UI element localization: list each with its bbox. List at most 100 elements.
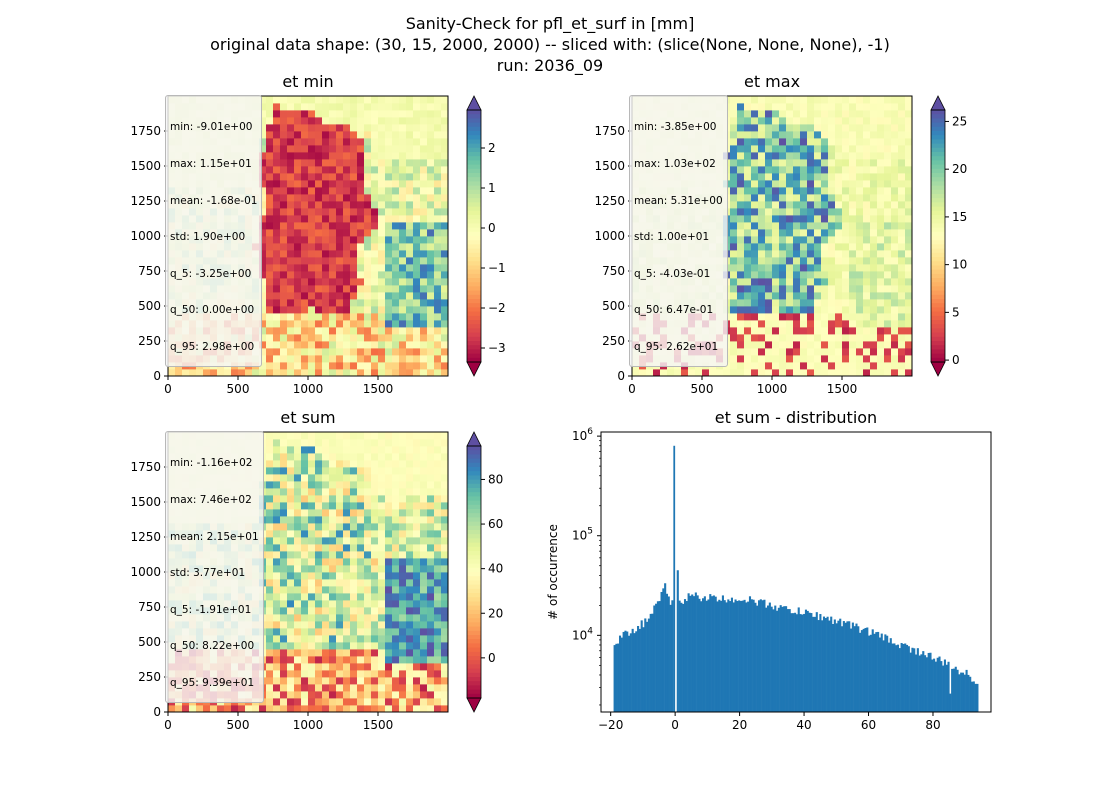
- heatmap-cell: [779, 166, 787, 174]
- heatmap-cell: [427, 663, 435, 671]
- heatmap-cell: [765, 243, 773, 251]
- heatmap-cell: [427, 579, 435, 587]
- heatmap-cell: [863, 292, 871, 300]
- heatmap-cell: [238, 369, 246, 377]
- heatmap-cell: [406, 551, 414, 559]
- heatmap-cell: [406, 271, 414, 279]
- heatmap-cell: [772, 348, 780, 356]
- heatmap-cell: [308, 488, 316, 496]
- heatmap-cell: [406, 642, 414, 650]
- heatmap-cell: [406, 369, 414, 377]
- colorbar-segment: [467, 152, 481, 157]
- heatmap-cell: [849, 334, 857, 342]
- heatmap-cell: [807, 96, 815, 104]
- heatmap-cell: [350, 278, 358, 286]
- heatmap-cell: [336, 236, 344, 244]
- heatmap-cell: [273, 579, 281, 587]
- heatmap-cell: [217, 369, 225, 377]
- heatmap-cell: [898, 285, 906, 293]
- heatmap-cell: [758, 229, 766, 237]
- heatmap-cell: [399, 446, 407, 454]
- y-tick-label: 1250: [130, 194, 161, 208]
- heatmap-cell: [315, 306, 323, 314]
- heatmap-cell: [294, 586, 302, 594]
- heatmap-cell: [744, 236, 752, 244]
- heatmap-cell: [308, 334, 316, 342]
- heatmap-cell: [441, 103, 449, 111]
- figure-subtitle-run: run: 2036_09: [496, 56, 604, 75]
- heatmap-cell: [357, 327, 365, 335]
- heatmap-cell: [364, 180, 372, 188]
- heatmap-cell: [434, 166, 442, 174]
- heatmap-cell: [266, 537, 274, 545]
- heatmap-cell: [301, 313, 309, 321]
- heatmap-cell: [828, 320, 836, 328]
- heatmap-cell: [434, 215, 442, 223]
- heatmap-cell: [294, 614, 302, 622]
- heatmap-cell: [744, 327, 752, 335]
- heatmap-cell: [385, 684, 393, 692]
- heatmap-cell: [828, 229, 836, 237]
- heatmap-cell: [730, 285, 738, 293]
- heatmap-cell: [807, 320, 815, 328]
- heatmap-cell: [898, 117, 906, 125]
- heatmap-cell: [905, 278, 913, 286]
- heatmap-cell: [772, 306, 780, 314]
- heatmap-cell: [420, 138, 428, 146]
- heatmap-cell: [807, 187, 815, 195]
- heatmap-cell: [751, 201, 759, 209]
- heatmap-cell: [427, 131, 435, 139]
- heatmap-cell: [329, 488, 337, 496]
- heatmap-cell: [392, 565, 400, 573]
- heatmap-cell: [371, 481, 379, 489]
- heatmap-cell: [287, 152, 295, 160]
- colorbar-tick-label: 2: [488, 141, 496, 155]
- heatmap-cell: [441, 649, 449, 657]
- heatmap-cell: [842, 222, 850, 230]
- heatmap-cell: [737, 131, 745, 139]
- heatmap-cell: [413, 313, 421, 321]
- heatmap-cell: [287, 677, 295, 685]
- heatmap-cell: [266, 236, 274, 244]
- heatmap-cell: [301, 152, 309, 160]
- heatmap-cell: [357, 341, 365, 349]
- heatmap-cell: [322, 628, 330, 636]
- heatmap-cell: [420, 621, 428, 629]
- heatmap-cell: [420, 439, 428, 447]
- heatmap-cell: [378, 691, 386, 699]
- heatmap-cell: [357, 96, 365, 104]
- colorbar-tick-label: −2: [488, 301, 506, 315]
- heatmap-cell: [308, 586, 316, 594]
- heatmap-cell: [308, 96, 316, 104]
- heatmap-cell: [266, 642, 274, 650]
- heatmap-cell: [427, 355, 435, 363]
- heatmap-cell: [905, 159, 913, 167]
- heatmap-cell: [399, 439, 407, 447]
- heatmap-cell: [357, 243, 365, 251]
- heatmap-cell: [821, 313, 829, 321]
- heatmap-cell: [385, 593, 393, 601]
- heatmap-cell: [730, 320, 738, 328]
- heatmap-cell: [413, 194, 421, 202]
- heatmap-cell: [385, 446, 393, 454]
- heatmap-cell: [891, 271, 899, 279]
- heatmap-cell: [329, 628, 337, 636]
- colorbar-segment: [467, 164, 481, 170]
- heatmap-cell: [385, 523, 393, 531]
- heatmap-cell: [301, 705, 309, 713]
- heatmap-cell: [800, 145, 808, 153]
- heatmap-cell: [378, 173, 386, 181]
- heatmap-cell: [315, 138, 323, 146]
- heatmap-cell: [413, 649, 421, 657]
- heatmap-cell: [828, 152, 836, 160]
- heatmap-cell: [779, 159, 787, 167]
- heatmap-cell: [343, 544, 351, 552]
- heatmap-cell: [371, 579, 379, 587]
- heatmap-cell: [364, 194, 372, 202]
- heatmap-cell: [413, 215, 421, 223]
- heatmap-cell: [856, 306, 864, 314]
- heatmap-cell: [322, 537, 330, 545]
- heatmap-cell: [737, 236, 745, 244]
- heatmap-cell: [427, 110, 435, 118]
- heatmap-cell: [427, 705, 435, 713]
